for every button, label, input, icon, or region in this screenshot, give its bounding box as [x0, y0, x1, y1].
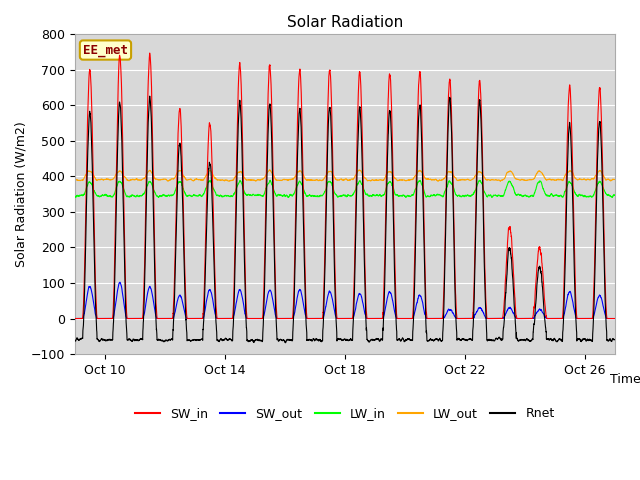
Legend: SW_in, SW_out, LW_in, LW_out, Rnet: SW_in, SW_out, LW_in, LW_out, Rnet — [130, 402, 560, 425]
X-axis label: Time: Time — [610, 373, 640, 386]
Text: EE_met: EE_met — [83, 44, 128, 57]
Title: Solar Radiation: Solar Radiation — [287, 15, 403, 30]
Y-axis label: Solar Radiation (W/m2): Solar Radiation (W/m2) — [15, 121, 28, 267]
